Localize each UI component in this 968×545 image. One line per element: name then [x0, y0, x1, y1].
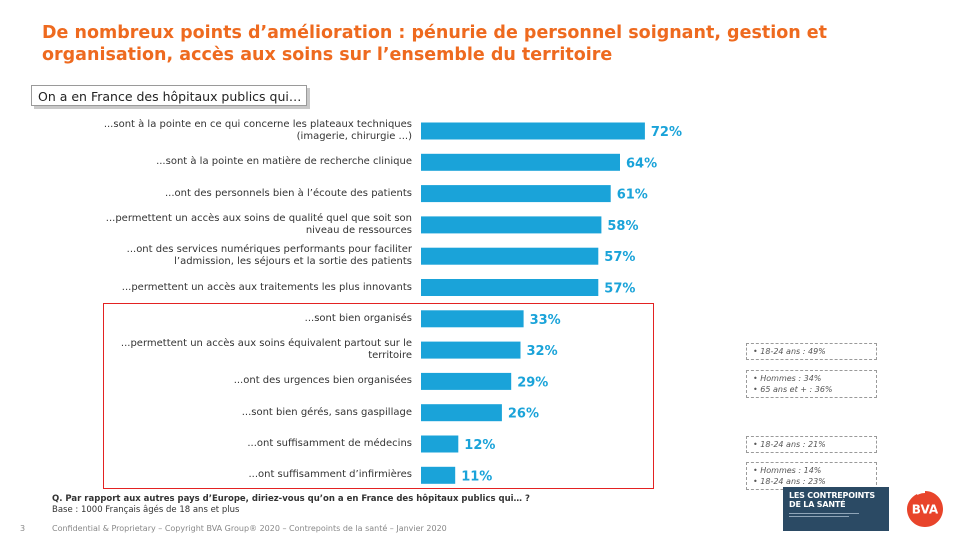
footnote-base: Base : 1000 Français âgés de 18 ans et p…: [52, 505, 240, 515]
note-line: • Hommes : 34%: [753, 374, 822, 383]
category-label-3: ...permettent un accès aux soins de qual…: [105, 212, 412, 236]
category-label-6: ...sont bien organisés: [304, 312, 412, 324]
value-label-0: 72%: [651, 125, 682, 140]
contrepoints-logo-tagline: [789, 513, 883, 517]
value-label-6: 33%: [530, 313, 561, 328]
category-label-0: ...sont à la pointe en ce qui concerne l…: [103, 119, 412, 142]
bar-11: [421, 466, 456, 484]
value-label-9: 26%: [508, 407, 539, 422]
bar-10: [421, 435, 459, 453]
bar-7: [421, 341, 521, 359]
note-line: • 18-24 ans : 49%: [753, 347, 826, 356]
bar-9: [421, 404, 502, 422]
category-label-7: ...permettent un accès aux soins équival…: [120, 338, 412, 362]
note-line: • 65 ans et + : 36%: [753, 385, 833, 394]
category-label-8: ...ont des urgences bien organisées: [233, 375, 412, 387]
value-label-5: 57%: [604, 282, 635, 297]
footnote-question: Q. Par rapport aux autres pays d’Europe,…: [52, 494, 530, 504]
value-label-2: 61%: [617, 188, 648, 203]
bar-1: [421, 153, 620, 171]
value-label-1: 64%: [626, 156, 657, 171]
bar-4: [421, 247, 599, 265]
page-number: 3: [20, 524, 26, 533]
bva-logo-text: BVA: [912, 503, 939, 517]
note-box-1: • Hommes : 34% • 65 ans et + : 36%: [746, 370, 877, 398]
highlight-box: [103, 303, 654, 489]
category-label-10: ...ont suffisamment de médecins: [247, 438, 412, 449]
bar-6: [421, 310, 524, 328]
value-label-4: 57%: [604, 250, 635, 265]
note-line: • Hommes : 14%: [753, 466, 822, 475]
note-box-2: • 18-24 ans : 21%: [746, 436, 877, 453]
note-box-3: • Hommes : 14% • 18-24 ans : 23%: [746, 462, 877, 490]
contrepoints-logo: LES CONTREPOINTS DE LA SANTÉ: [783, 487, 889, 531]
note-line: • 18-24 ans : 21%: [753, 440, 826, 449]
bar-2: [421, 185, 611, 203]
note-box-0: • 18-24 ans : 49%: [746, 343, 877, 360]
value-label-8: 29%: [517, 375, 548, 390]
bar-0: [421, 122, 645, 140]
value-label-11: 11%: [461, 469, 492, 484]
category-label-5: ...permettent un accès aux traitements l…: [121, 281, 412, 293]
bva-logo: BVA: [907, 491, 943, 527]
category-label-9: ...sont bien gérés, sans gaspillage: [241, 406, 412, 418]
value-label-10: 12%: [464, 438, 495, 453]
value-label-7: 32%: [527, 344, 558, 359]
contrepoints-logo-line2: DE LA SANTÉ: [789, 500, 846, 509]
bar-8: [421, 372, 512, 390]
question-intro-box: On a en France des hôpitaux publics qui…: [31, 85, 307, 106]
category-label-11: ...ont suffisamment d’infirmières: [248, 469, 412, 481]
confidential-notice: Confidential & Proprietary – Copyright B…: [52, 524, 447, 533]
value-label-3: 58%: [607, 219, 638, 234]
contrepoints-logo-line1: LES CONTREPOINTS: [789, 491, 875, 500]
category-label-4: ...ont des services numériques performan…: [126, 244, 412, 268]
bar-3: [421, 216, 602, 234]
bar-5: [421, 279, 599, 296]
category-label-1: ...sont à la pointe en matière de recher…: [156, 156, 412, 168]
page-title: De nombreux points d’amélioration : pénu…: [42, 23, 828, 65]
category-label-2: ...ont des personnels bien à l’écoute de…: [164, 187, 412, 199]
note-line: • 18-24 ans : 23%: [753, 477, 826, 486]
